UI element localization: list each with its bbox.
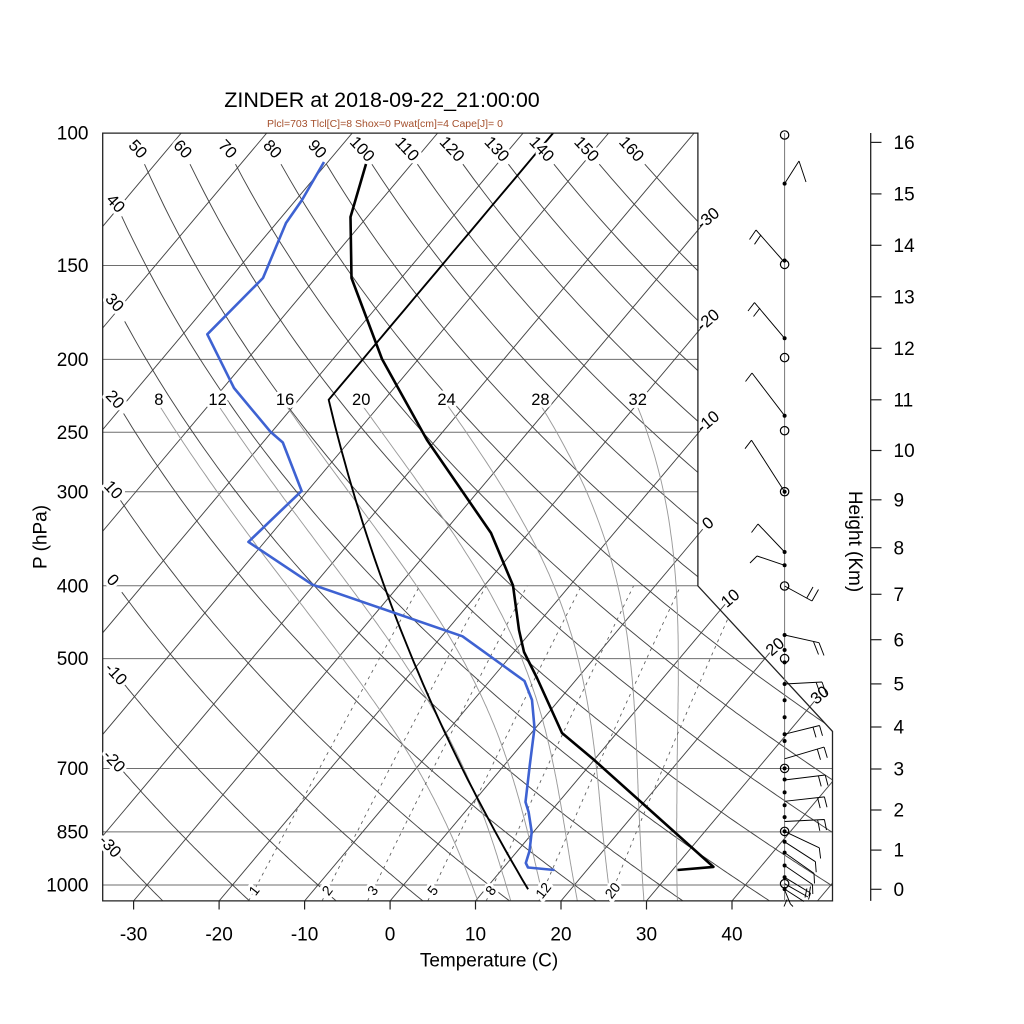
svg-text:150: 150 [57,256,89,277]
svg-text:850: 850 [57,823,89,844]
svg-text:700: 700 [57,759,89,780]
svg-text:40: 40 [721,924,742,945]
svg-text:8: 8 [154,391,163,409]
svg-text:Plcl=703 Tlcl[C]=8 Shox=0 Pwat: Plcl=703 Tlcl[C]=8 Shox=0 Pwat[cm]=4 Cap… [267,118,503,130]
svg-text:Temperature (C): Temperature (C) [420,950,558,971]
svg-text:13: 13 [894,287,915,308]
svg-text:6: 6 [894,630,905,651]
svg-text:14: 14 [894,236,916,257]
svg-text:8: 8 [894,538,905,559]
svg-text:11: 11 [894,390,914,411]
svg-text:1000: 1000 [46,876,88,897]
svg-text:2: 2 [894,801,905,822]
svg-text:5: 5 [894,675,905,696]
svg-text:20: 20 [352,391,370,409]
svg-text:-20: -20 [205,924,232,945]
svg-text:24: 24 [437,391,455,409]
svg-text:300: 300 [57,482,89,503]
svg-text:-10: -10 [291,924,318,945]
svg-text:32: 32 [629,391,647,409]
svg-text:20: 20 [550,924,571,945]
svg-text:30: 30 [636,924,657,945]
svg-text:16: 16 [894,133,915,154]
svg-text:0: 0 [385,924,396,945]
svg-text:250: 250 [57,423,89,444]
svg-text:P (hPa): P (hPa) [30,505,51,569]
svg-text:500: 500 [57,649,89,670]
svg-text:-30: -30 [120,924,147,945]
svg-text:0: 0 [894,880,905,901]
svg-text:200: 200 [57,350,89,371]
svg-text:12: 12 [208,391,226,409]
svg-text:10: 10 [894,441,915,462]
svg-text:4: 4 [894,718,905,739]
svg-text:16: 16 [276,391,294,409]
svg-text:Height (Km): Height (Km) [844,491,865,592]
svg-text:10: 10 [465,924,486,945]
svg-text:1: 1 [894,841,905,862]
svg-text:15: 15 [894,185,915,206]
svg-text:ZINDER at 2018-09-22_21:00:00: ZINDER at 2018-09-22_21:00:00 [224,88,540,112]
svg-text:7: 7 [894,585,905,606]
svg-text:100: 100 [57,124,89,145]
svg-text:9: 9 [894,490,905,511]
svg-text:12: 12 [894,339,915,360]
svg-text:3: 3 [894,760,905,781]
svg-text:28: 28 [531,391,549,409]
svg-text:400: 400 [57,576,89,597]
